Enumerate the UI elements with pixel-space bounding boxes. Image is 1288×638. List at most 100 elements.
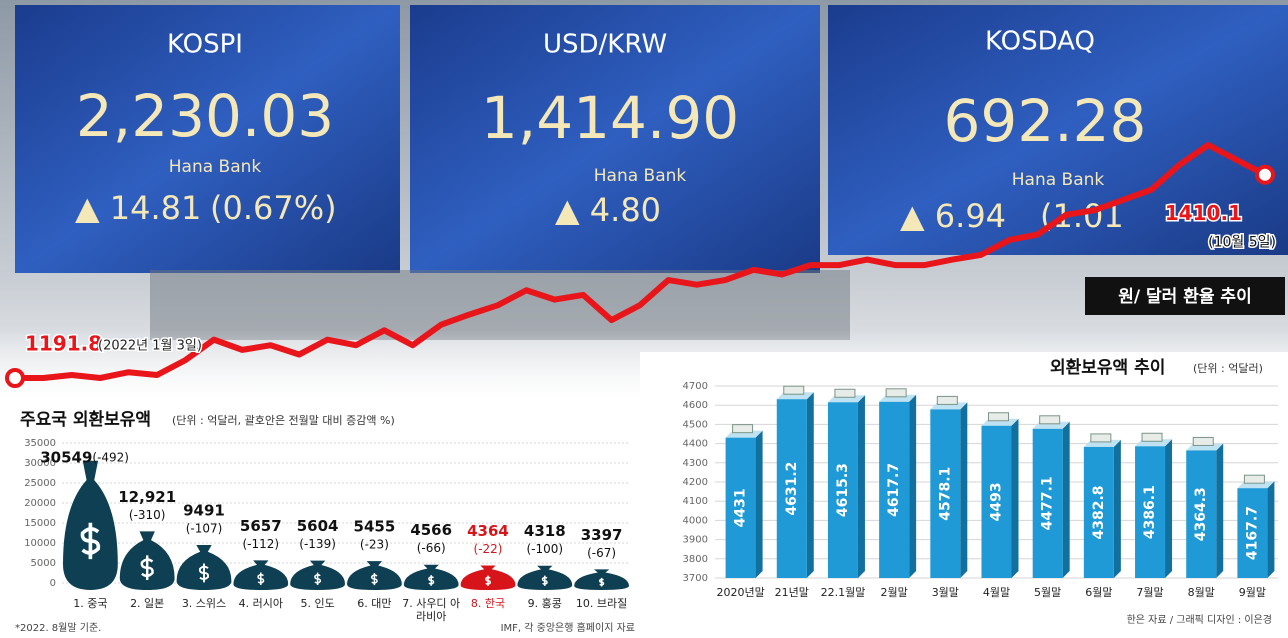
y-tick-label: 3900 bbox=[683, 535, 708, 546]
y-tick-label: 4200 bbox=[683, 477, 708, 488]
screen-title: KOSPI bbox=[167, 30, 243, 60]
dollar-icon bbox=[428, 575, 435, 586]
value-label: 3397 bbox=[581, 526, 623, 544]
title-box bbox=[1085, 277, 1285, 315]
x-tick-label: 7. 사우디 아라비아 bbox=[402, 597, 461, 623]
value-label: 4477.1 bbox=[1040, 476, 1056, 530]
value-label: 4364.3 bbox=[1193, 487, 1209, 541]
dollar-icon bbox=[257, 572, 265, 585]
value-label: 4493 bbox=[989, 482, 1005, 521]
change-label: (-67) bbox=[587, 546, 616, 560]
bar bbox=[1032, 428, 1063, 578]
value-label: 4578.1 bbox=[937, 467, 953, 521]
value-label: 4615.3 bbox=[835, 463, 851, 517]
x-tick-label: 9월말 bbox=[1239, 586, 1266, 599]
x-tick-label: 4. 러시아 bbox=[238, 597, 283, 610]
value-label: 9491 bbox=[183, 502, 225, 520]
bar-side bbox=[1165, 439, 1173, 578]
value-label: 30549 bbox=[40, 449, 92, 467]
x-tick-label: 8. 한국 bbox=[470, 597, 506, 610]
bill-icon bbox=[732, 424, 754, 434]
change-label: (-66) bbox=[417, 541, 446, 555]
dollar-icon bbox=[485, 575, 491, 586]
screen bbox=[15, 5, 400, 273]
bill-icon bbox=[783, 385, 805, 395]
line bbox=[15, 142, 1267, 381]
y-tick-label: 10000 bbox=[24, 538, 56, 549]
chart-title: 주요국 외환보유액 bbox=[20, 410, 151, 430]
y-tick-label: 25000 bbox=[24, 478, 56, 489]
source: 한은 자료 / 그래픽 디자인 : 이은경 bbox=[1127, 613, 1272, 626]
bill-icon bbox=[1039, 415, 1061, 425]
bar-side bbox=[755, 430, 763, 578]
change-label: (-23) bbox=[360, 538, 389, 552]
bar-side bbox=[1062, 421, 1070, 578]
end-date-label: (10월 5일) bbox=[1208, 235, 1276, 251]
bill-icon bbox=[1090, 433, 1112, 443]
line-endpoint bbox=[5, 368, 25, 388]
change-label: (-492) bbox=[92, 451, 129, 465]
value-label: 4364 bbox=[467, 522, 509, 540]
bar-side bbox=[857, 395, 865, 578]
bar bbox=[879, 401, 910, 578]
bar bbox=[1083, 446, 1114, 578]
x-tick-label: 10. 브라질 bbox=[575, 597, 628, 610]
bar bbox=[981, 425, 1012, 578]
screen-value: 1,414.90 bbox=[481, 84, 739, 152]
bar bbox=[1237, 488, 1268, 578]
bill-icon bbox=[988, 412, 1009, 422]
screen-title: KOSDAQ bbox=[985, 27, 1095, 57]
chart-title: 외환보유액 추이 bbox=[1050, 358, 1165, 378]
bill-icon bbox=[885, 388, 907, 398]
x-tick-label: 3월말 bbox=[932, 586, 959, 599]
screen bbox=[410, 5, 820, 273]
chart-title: 원/ 달러 환율 추이 bbox=[1118, 286, 1251, 307]
y-tick-label: 4400 bbox=[683, 439, 708, 450]
bar bbox=[930, 409, 961, 578]
screen-percent: (0.67%) bbox=[210, 189, 337, 227]
line-endpoint bbox=[1255, 164, 1275, 185]
y-tick-label: 4300 bbox=[683, 458, 708, 469]
value-label: 5455 bbox=[354, 518, 396, 536]
x-tick-label: 3. 스위스 bbox=[181, 597, 227, 610]
screen-value: 2,230.03 bbox=[76, 82, 334, 150]
x-tick-label: 9. 홍콩 bbox=[527, 597, 562, 610]
x-tick-label: 6. 대만 bbox=[357, 597, 392, 610]
dollar-icon bbox=[314, 572, 322, 585]
screen bbox=[828, 5, 1288, 255]
x-tick-label: 8월말 bbox=[1188, 586, 1215, 599]
x-tick-label: 2020년말 bbox=[716, 586, 764, 599]
screen-change: ▲ 6.94 bbox=[900, 197, 1006, 235]
dollar-icon bbox=[541, 575, 548, 586]
y-tick-label: 4600 bbox=[683, 400, 708, 411]
bill-icon bbox=[936, 395, 958, 405]
y-tick-label: 3700 bbox=[683, 573, 708, 584]
chart-subtitle: (단위 : 억달러) bbox=[1193, 362, 1263, 375]
screen-change: ▲ 4.80 bbox=[555, 191, 661, 229]
change-label: (-139) bbox=[299, 537, 336, 551]
value-label: 4431 bbox=[733, 488, 749, 527]
dollar-icon bbox=[198, 563, 210, 583]
y-tick-label: 0 bbox=[50, 578, 56, 589]
bar-side bbox=[806, 392, 814, 578]
bar bbox=[725, 437, 756, 578]
bar-side bbox=[1216, 443, 1224, 578]
x-tick-label: 4월말 bbox=[983, 586, 1010, 599]
footnote: *2022. 8월말 기준. bbox=[15, 622, 101, 634]
screen-value: 692.28 bbox=[944, 87, 1147, 155]
y-tick-label: 4500 bbox=[683, 419, 708, 430]
bar-side bbox=[1011, 418, 1019, 578]
change-label: (-310) bbox=[129, 508, 166, 522]
bar-side bbox=[909, 394, 917, 578]
bill-icon bbox=[834, 388, 856, 398]
end-value-label: 1410.1 bbox=[1165, 201, 1242, 225]
y-tick-label: 35000 bbox=[24, 438, 56, 449]
bar bbox=[1135, 446, 1166, 578]
bar-side bbox=[960, 402, 968, 578]
screen-brand: Hana Bank bbox=[169, 157, 262, 177]
x-tick-label: 6월말 bbox=[1085, 586, 1112, 599]
x-tick-label: 2. 일본 bbox=[130, 597, 165, 610]
bar bbox=[1186, 450, 1217, 578]
